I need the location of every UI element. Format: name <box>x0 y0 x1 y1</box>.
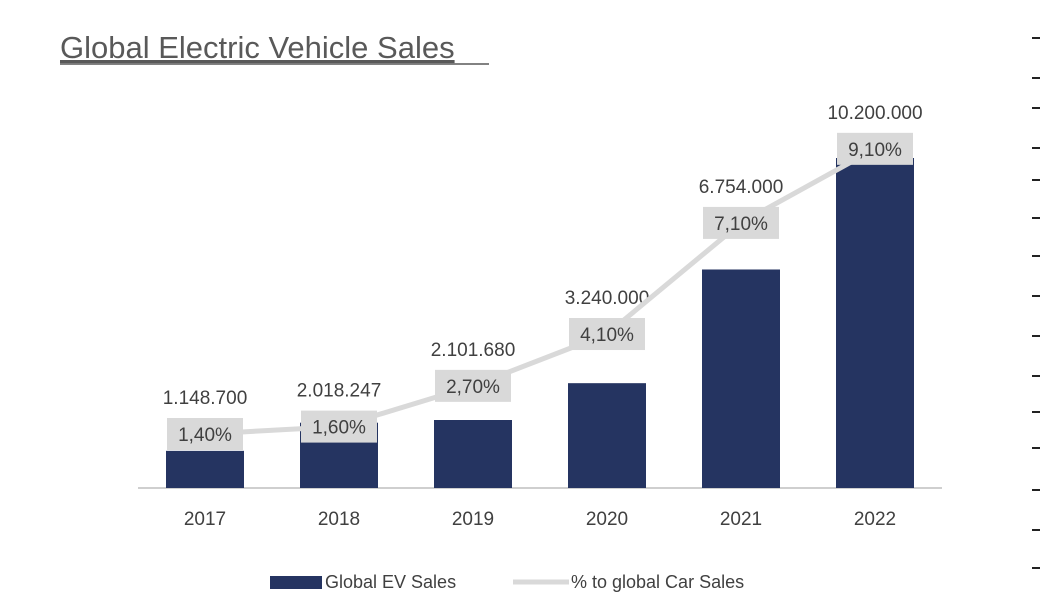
x-tick-label-2022: 2022 <box>854 509 896 530</box>
x-tick-label-2020: 2020 <box>586 509 628 530</box>
pct-label-2021: 7,10% <box>714 214 768 235</box>
legend-swatch-ev-sales <box>270 576 322 589</box>
bar-2021 <box>702 269 780 488</box>
pct-label-box-2021 <box>703 206 779 239</box>
bar-value-label-2020: 3.240.000 <box>565 288 650 309</box>
bar-2022 <box>836 158 914 488</box>
legend-label-ev-sales: Global EV Sales <box>325 572 456 592</box>
pct-label-2017: 1,40% <box>178 425 232 446</box>
bar-2020 <box>568 383 646 488</box>
bar-value-labels: 1.148.700 2.018.247 2.101.680 3.240.000 6.75… <box>163 103 923 409</box>
pct-label-2020: 4,10% <box>580 325 634 346</box>
x-axis-tick-labels: 2017 2018 2019 2020 2021 2022 <box>184 509 896 530</box>
legend: Global EV Sales % to global Car Sales <box>270 572 744 592</box>
bar-2017 <box>166 450 244 488</box>
bar-value-label-2022: 10.200.000 <box>827 103 922 124</box>
right-edge-marks <box>1032 37 1040 569</box>
x-tick-label-2017: 2017 <box>184 509 226 530</box>
bar-value-label-2021: 6.754.000 <box>699 177 784 198</box>
pct-label-box-2017 <box>167 418 243 450</box>
bar-2019 <box>434 420 512 488</box>
chart-title: Global Electric Vehicle Sales <box>60 30 455 65</box>
x-tick-label-2018: 2018 <box>318 509 360 530</box>
bar-value-label-2018: 2.018.247 <box>297 381 382 402</box>
bar-series <box>166 158 914 488</box>
line-series: 1,40% 1,60% 2,70% 4,10% 7,10% 9,10% <box>167 132 913 450</box>
pct-label-box-2018 <box>301 410 377 443</box>
bar-value-label-2019: 2.101.680 <box>431 340 516 361</box>
x-tick-label-2021: 2021 <box>720 509 762 530</box>
bar-value-label-2017: 1.148.700 <box>163 388 248 409</box>
legend-label-pct: % to global Car Sales <box>571 572 744 592</box>
pct-label-box-2019 <box>435 369 511 402</box>
pct-label-box-2022 <box>837 132 913 165</box>
pct-label-box-2020 <box>569 318 645 351</box>
pct-label-2022: 9,10% <box>848 140 902 161</box>
x-tick-label-2019: 2019 <box>452 509 494 530</box>
pct-label-2019: 2,70% <box>446 377 500 398</box>
pct-label-2018: 1,60% <box>312 418 366 439</box>
